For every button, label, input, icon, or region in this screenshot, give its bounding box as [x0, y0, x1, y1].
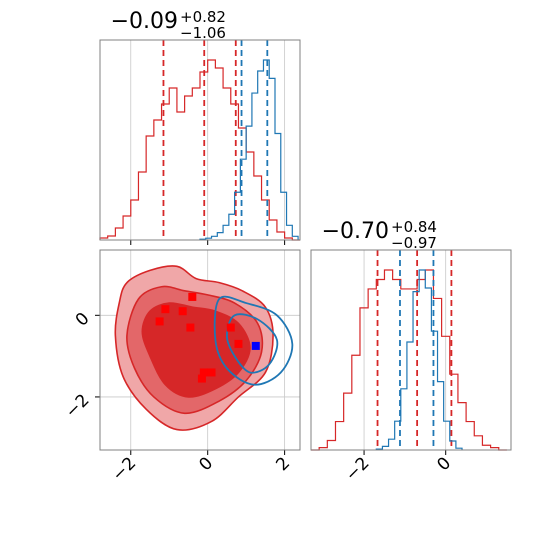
y-tick-label: −2 — [62, 390, 94, 422]
contour-layer — [114, 265, 294, 431]
panel-frame — [310, 249, 512, 451]
title-median: −0.09 — [111, 9, 178, 34]
red-marker — [234, 339, 243, 348]
red-contour-inner — [141, 302, 251, 398]
panel-title: −0.70 +0.84−0.97 — [322, 218, 437, 252]
title-median: −0.70 — [322, 219, 389, 244]
histogram-series-2 — [375, 269, 463, 450]
red-marker — [207, 368, 216, 377]
panel-title: −0.09 +0.82−1.06 — [111, 8, 226, 42]
red-marker — [155, 317, 164, 326]
blue-marker — [251, 341, 260, 350]
red-marker — [197, 374, 206, 383]
red-marker — [178, 307, 187, 316]
title-plus: +0.84 — [391, 218, 437, 236]
histogram-series-1 — [99, 59, 300, 241]
y-tick-label: 0 — [72, 309, 94, 331]
x-tick-label: 0 — [433, 453, 455, 475]
red-marker — [186, 323, 195, 332]
title-plus: +0.82 — [180, 8, 226, 26]
panel-frame — [99, 249, 301, 451]
x-tick-label: −2 — [342, 453, 374, 485]
title-minus: −0.97 — [391, 234, 437, 252]
red-marker — [188, 292, 197, 301]
blue-contour-1 — [213, 295, 294, 386]
x-tick-label: −2 — [108, 453, 140, 485]
histogram-series-2 — [199, 59, 299, 240]
red-marker — [161, 305, 170, 314]
x-tick-label: 0 — [195, 453, 217, 475]
x-tick-label: 2 — [272, 453, 294, 475]
panel-frame — [99, 39, 301, 241]
blue-contour-2 — [226, 313, 279, 374]
red-marker — [226, 323, 235, 332]
red-marker — [199, 368, 208, 377]
title-minus: −1.06 — [180, 24, 226, 42]
histogram-series-1 — [311, 269, 507, 451]
